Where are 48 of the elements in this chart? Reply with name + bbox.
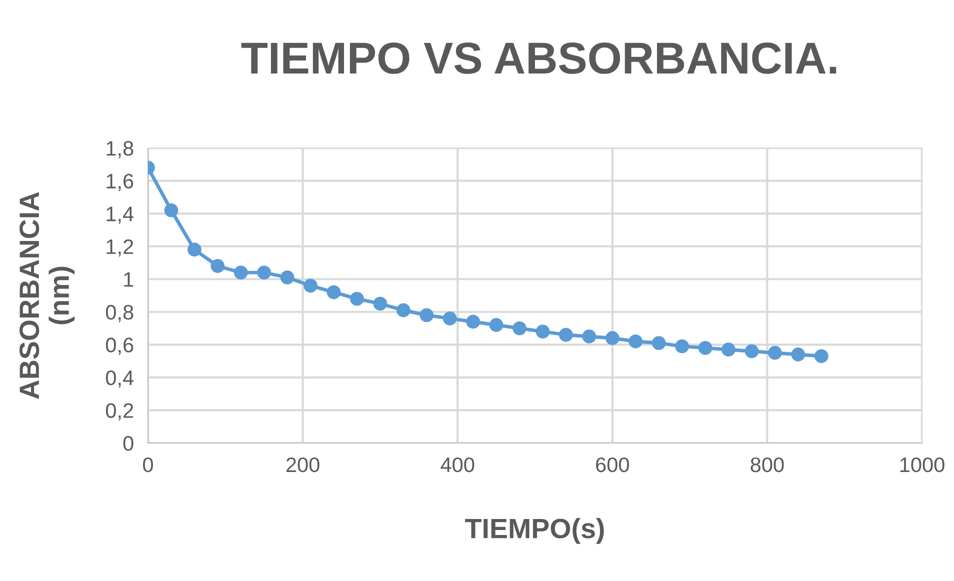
- y-tick-label: 1,4: [106, 206, 134, 224]
- point: [489, 318, 504, 332]
- y-tick-label: 0,8: [106, 304, 134, 322]
- point: [722, 342, 736, 357]
- point: [652, 336, 666, 350]
- point: [420, 308, 434, 322]
- y-tick-label: 0: [123, 436, 134, 451]
- point: [582, 330, 596, 344]
- point: [512, 321, 526, 336]
- point: [257, 266, 272, 280]
- y-tick-label: 0,6: [106, 338, 134, 355]
- x-tick-label: 1000: [900, 457, 944, 472]
- x-tick-label: 600: [596, 457, 629, 472]
- point: [442, 312, 457, 326]
- y-tick-label: 0,4: [106, 370, 134, 388]
- y-tick-label: 1,6: [106, 174, 134, 191]
- point: [304, 278, 318, 293]
- x-tick-label: 800: [750, 457, 784, 472]
- point: [280, 270, 294, 284]
- point: [814, 349, 828, 364]
- point: [791, 348, 806, 362]
- x-tick-label: 200: [286, 457, 320, 472]
- x-tick-label: 400: [440, 457, 474, 472]
- y-tick-label: 1: [124, 272, 134, 287]
- point: [536, 324, 550, 338]
- point: [605, 331, 620, 346]
- point: [210, 259, 225, 273]
- point: [466, 314, 480, 329]
- point: [326, 285, 341, 300]
- point: [768, 346, 782, 360]
- y-tick-label: 0,2: [106, 403, 134, 420]
- point: [234, 266, 248, 280]
- x-axis-title: TIEMPO(s): [465, 518, 604, 544]
- point: [744, 344, 759, 358]
- point: [675, 339, 690, 354]
- point: [187, 242, 202, 257]
- y-tick-label: 1,2: [106, 239, 134, 257]
- point: [373, 296, 388, 311]
- point: [350, 292, 364, 306]
- y-tick-label: 1,8: [106, 141, 134, 158]
- point: [559, 328, 573, 342]
- point: [628, 334, 643, 348]
- y-axis-title: ABSORBANCIA (nm): [20, 192, 75, 399]
- point: [698, 341, 712, 355]
- point: [396, 303, 410, 318]
- chart-title: TIEMPO VS ABSORBANCIA.: [241, 42, 836, 74]
- x-tick-label: 0: [143, 457, 153, 472]
- point: [164, 203, 178, 218]
